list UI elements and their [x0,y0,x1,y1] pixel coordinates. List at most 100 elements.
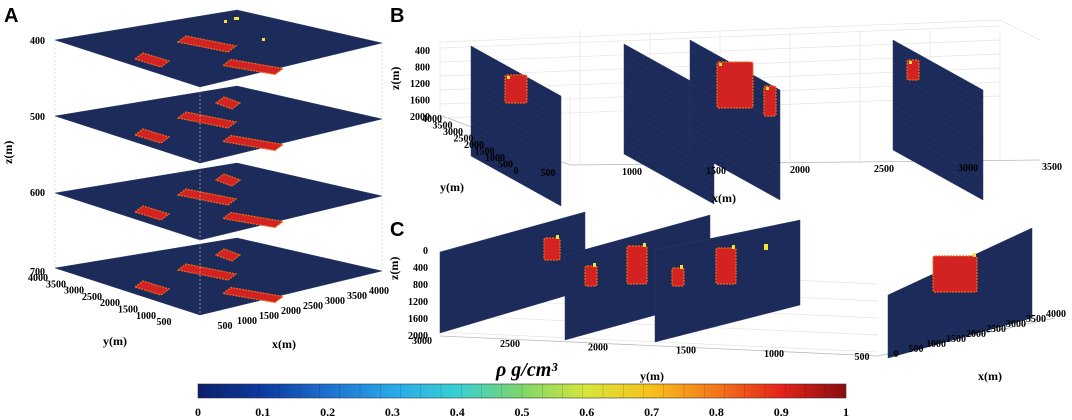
section-grid [623,131,715,183]
panel-a-label: A [4,5,18,27]
slice-400 [54,9,383,88]
section-grid [689,83,781,135]
panel-b-y-tick: 2000 [464,140,484,151]
panel-c-gridline [439,331,879,353]
colorbar-tick: 0.5 [515,405,530,419]
panel-b-x-tick: 500 [541,168,556,179]
panel-a-z-tick: 700 [30,267,45,278]
section-grid [470,144,562,196]
colorbar-tick: 0.3 [385,405,400,419]
slice-600 [54,162,383,241]
colorbar-tick: 0.2 [320,405,335,419]
colorbar-tick: 0.7 [644,405,659,419]
panel-a-x-tick: 4000 [369,286,389,297]
panel-a-z-tick: 600 [30,188,45,199]
anomaly-body [716,61,754,109]
anomaly-hot-cell [262,38,265,41]
anomaly-body [133,128,171,144]
section-grid [470,122,562,174]
anomaly-hot-cell [556,235,559,239]
panel-c-x-tick: 1500 [946,334,966,345]
panel-b-y-tick: 2500 [454,134,474,145]
panel-b-y-tick: 1000 [485,153,505,164]
panel-c-box [439,317,1056,357]
panel-a: 400 500 600 700 z(m) y(m) x(m) 400035003… [1,9,389,351]
panel-c-z-tick: 800 [413,280,428,291]
panel-c-y-tick: 1000 [764,349,784,360]
panel-a-x-tick: 3000 [325,296,345,307]
panel-a-y-tick: 500 [157,317,172,328]
panel-c-y-tick: 1500 [676,346,696,357]
section-grid [470,111,562,163]
section-grid [892,105,984,157]
panel-b-x-tick: 1500 [706,166,726,177]
anomaly-hot-cell [224,20,227,23]
anomaly-body [763,85,777,117]
anomaly-body [543,237,561,261]
anomaly-body [214,248,242,262]
anomaly-hot-cell [732,245,735,249]
panel-c-label: C [390,219,404,241]
panel-b-section [689,39,781,201]
anomaly-hot-cell [973,253,976,257]
panel-a-y-tick: 1000 [136,311,156,322]
panel-a-y-tick: 2000 [100,298,120,309]
panel-c-section [887,227,1033,359]
section-grid [470,89,562,141]
anomaly-body [221,58,285,76]
anomaly-hot-cell [719,63,722,66]
panel-a-x-tick: 1000 [237,316,257,327]
panel-a-y-label: y(m) [103,334,127,348]
anomaly-body [626,245,648,285]
panel-b-x-label: x(m) [712,191,736,205]
panel-b-y-label: y(m) [440,180,464,194]
panel-c-x-tick: 3500 [1026,314,1046,325]
anomaly-body [133,52,171,68]
panel-c-x-tick: 3000 [1006,319,1026,330]
section-grid [892,127,984,179]
panel-b-y-tick: 0 [514,166,519,177]
anomaly-body [671,267,685,287]
anomaly-body [715,247,737,285]
section-grid [470,78,562,130]
panel-a-x-label: x(m) [272,337,296,351]
colorbar-tick: 0 [195,405,201,419]
panel-c-section [439,211,586,334]
panel-b-x-tick: 2000 [790,165,810,176]
panel-a-z-tick: 400 [30,36,45,47]
anomaly-hot-cell [909,61,912,64]
panel-a-y-tick: 2500 [82,292,102,303]
panel-b-x-tick: 1000 [622,167,642,178]
panel-c-y-tick: 2500 [500,339,520,350]
panel-b-z-tick: 800 [415,63,430,74]
anomaly-body [176,35,238,53]
panel-c-x-tick: 2000 [966,329,986,340]
section-plane [439,211,586,334]
section-grid [689,94,781,146]
section-grid [623,142,715,194]
panel-b-z-tick: 400 [415,46,430,57]
panel-b-y-tick: 4000 [422,114,442,125]
anomaly-body [176,111,238,129]
section-grid [892,138,984,190]
panel-b-x-tick: 3000 [958,163,978,174]
panel-c-y-tick: 500 [855,352,870,363]
anomaly-body [176,263,238,281]
panel-c-x-label: x(m) [978,369,1002,383]
section-grid [623,120,715,172]
slice-500 [54,85,383,164]
anomaly-body [214,96,242,110]
section-grid [892,72,984,124]
colorbar-tick: 0.6 [579,405,594,419]
colorbar: ρ g/cm³ 0 0.1 0.2 0.3 0.4 0.5 0.6 0.7 0.8 0.9 1 [195,359,849,419]
panel-b-label: B [390,5,404,27]
panel-c-x-tick: 1000 [926,339,946,350]
panel-a-z-label: z(m) [1,141,15,164]
anomaly-hot-cell [766,87,769,90]
section-grid [689,105,781,157]
section-grid [892,94,984,146]
anomaly-hot-cell [643,243,646,247]
panel-c-y-tick: 2000 [588,342,608,353]
